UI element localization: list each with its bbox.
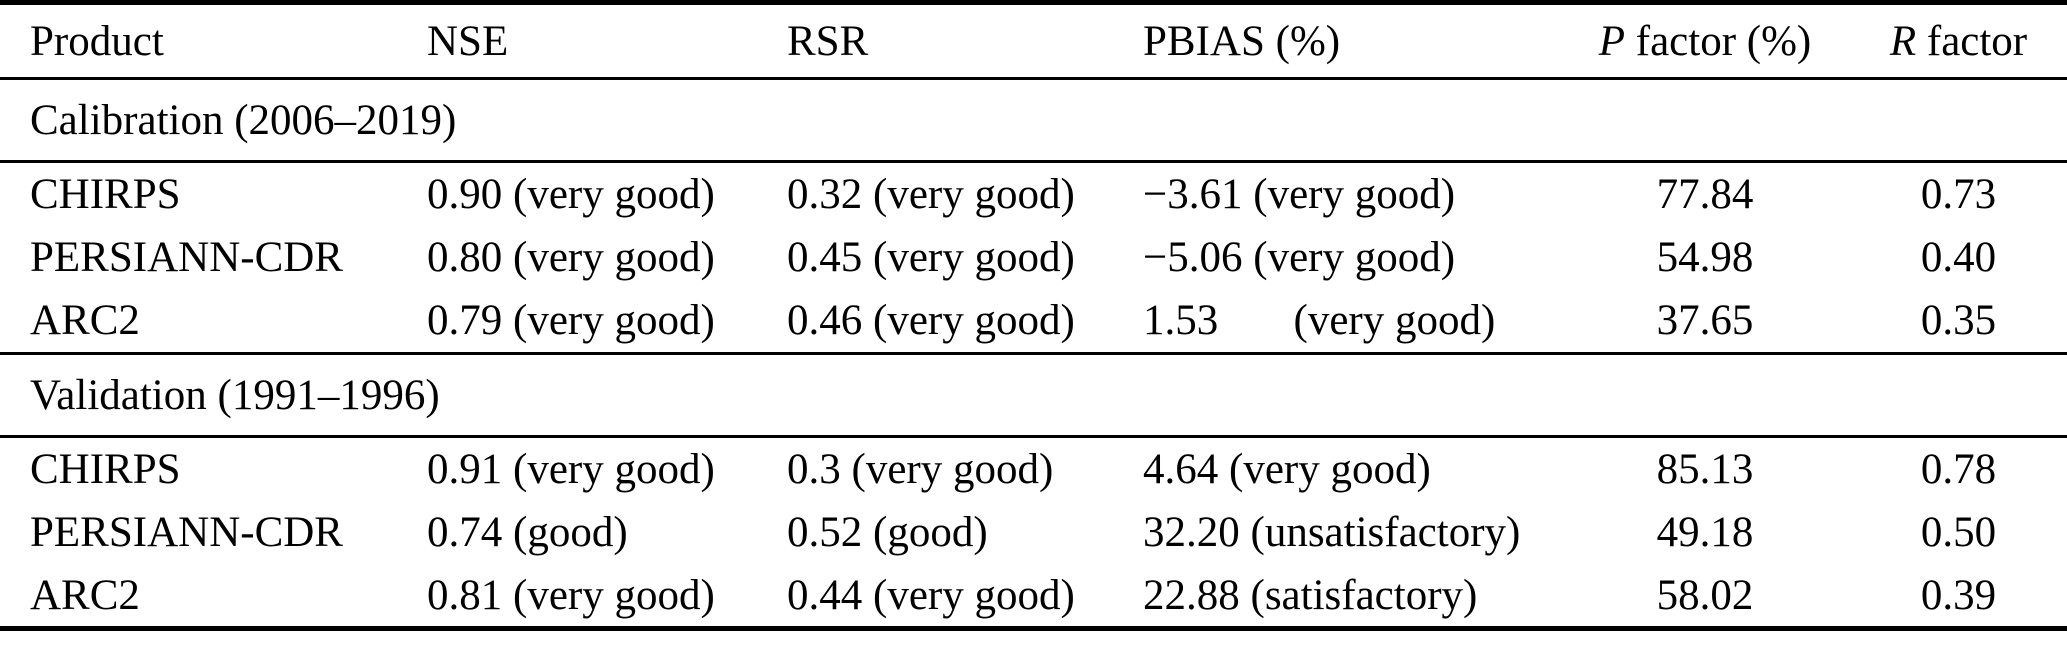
- cell-r-factor: 0.73: [1920, 170, 1997, 218]
- cell-r-factor: 0.40: [1920, 234, 1997, 281]
- column-header-pbias: PBIAS (%): [1143, 3, 1560, 79]
- cell-r-factor: 0.39: [1920, 571, 1997, 619]
- cell-p-factor: 37.65: [1656, 297, 1754, 345]
- cell-nse: 0.74 (good): [427, 509, 628, 556]
- cell-nse: 0.79 (very good): [427, 297, 715, 345]
- section-row-validation: Validation (1991–1996): [0, 353, 2067, 437]
- cell-pbias: 32.20 (unsatisfactory): [1143, 509, 1521, 556]
- cell-product: ARC2: [30, 297, 140, 345]
- cell-p-factor: 54.98: [1656, 234, 1754, 281]
- cell-rsr: 0.52 (good): [787, 509, 988, 556]
- cell-r-factor: 0.78: [1920, 445, 1997, 493]
- cell-rsr: 0.32 (very good): [787, 170, 1075, 218]
- section-title: Validation (1991–1996): [30, 371, 440, 419]
- header-text: Product: [30, 17, 164, 65]
- cell-pbias: 4.64 (very good): [1143, 445, 1431, 493]
- cell-nse: 0.91 (very good): [427, 445, 715, 493]
- cell-r-factor: 0.50: [1920, 509, 1997, 556]
- column-header-rsr: RSR: [787, 3, 1143, 79]
- cell-nse: 0.80 (very good): [427, 234, 715, 281]
- cell-p-factor: 85.13: [1656, 445, 1754, 493]
- column-header-nse: NSE: [427, 3, 787, 79]
- header-text: factor (%): [1625, 17, 1812, 65]
- header-italic: P: [1598, 17, 1626, 65]
- cell-p-factor: 58.02: [1656, 571, 1754, 619]
- table-row: ARC2 0.81 (very good) 0.44 (very good) 2…: [0, 565, 2067, 629]
- table-row: ARC2 0.79 (very good) 0.46 (very good) 1…: [0, 290, 2067, 354]
- cell-pbias: −3.61 (very good): [1143, 170, 1456, 218]
- cell-nse: 0.81 (very good): [427, 571, 715, 619]
- table-row: CHIRPS 0.90 (very good) 0.32 (very good)…: [0, 162, 2067, 226]
- performance-metrics-table: Product NSE RSR PBIAS (%) P factor (%) R…: [0, 0, 2067, 631]
- cell-p-factor: 49.18: [1656, 509, 1754, 556]
- table-row: CHIRPS 0.91 (very good) 0.3 (very good) …: [0, 437, 2067, 501]
- cell-pbias: 22.88 (satisfactory): [1143, 571, 1478, 619]
- table-row: PERSIANN-CDR 0.74 (good) 0.52 (good) 32.…: [0, 501, 2067, 565]
- cell-pbias: −5.06 (very good): [1143, 234, 1456, 281]
- cell-p-factor: 77.84: [1656, 170, 1754, 218]
- cell-product: CHIRPS: [30, 445, 181, 493]
- table-header-row: Product NSE RSR PBIAS (%) P factor (%) R…: [0, 3, 2067, 79]
- cell-product: CHIRPS: [30, 170, 181, 218]
- section-title: Calibration (2006–2019): [30, 96, 457, 144]
- header-text: NSE: [427, 17, 509, 65]
- cell-r-factor: 0.35: [1920, 297, 1997, 345]
- column-header-product: Product: [0, 3, 427, 79]
- cell-rsr: 0.45 (very good): [787, 234, 1075, 281]
- cell-product: PERSIANN-CDR: [30, 509, 343, 556]
- column-header-r-factor: R factor: [1850, 3, 2067, 79]
- cell-product: ARC2: [30, 571, 140, 619]
- table-row: PERSIANN-CDR 0.80 (very good) 0.45 (very…: [0, 226, 2067, 290]
- cell-rsr: 0.46 (very good): [787, 297, 1075, 345]
- cell-rsr: 0.44 (very good): [787, 571, 1075, 619]
- cell-product: PERSIANN-CDR: [30, 234, 343, 281]
- column-header-p-factor: P factor (%): [1560, 3, 1850, 79]
- header-text: factor: [1916, 17, 2028, 65]
- cell-pbias: 1.53 (very good): [1143, 297, 1496, 345]
- header-italic: R: [1889, 17, 1917, 65]
- cell-nse: 0.90 (very good): [427, 170, 715, 218]
- cell-rsr: 0.3 (very good): [787, 445, 1054, 493]
- header-text: PBIAS (%): [1143, 17, 1341, 65]
- header-text: RSR: [787, 17, 869, 65]
- section-row-calibration: Calibration (2006–2019): [0, 78, 2067, 162]
